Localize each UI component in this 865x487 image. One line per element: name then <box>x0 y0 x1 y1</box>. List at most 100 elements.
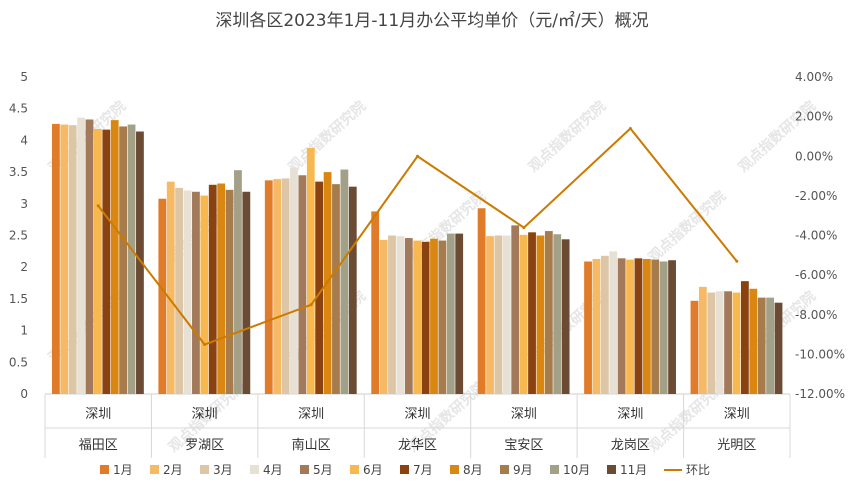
bar <box>136 131 144 394</box>
y2-tick-label: -10.00% <box>795 347 845 361</box>
bar <box>371 211 380 394</box>
bar <box>200 195 209 394</box>
bar <box>306 148 315 394</box>
mom-line-point <box>416 154 419 158</box>
bar <box>119 126 128 394</box>
bar <box>477 208 486 394</box>
bar <box>85 119 94 394</box>
bar <box>77 117 86 394</box>
bar <box>421 241 430 394</box>
bar <box>315 181 324 394</box>
legend-swatch <box>607 465 616 474</box>
bar <box>609 251 618 394</box>
watermark-text: 观点指数研究院 <box>525 98 609 176</box>
legend-swatch <box>150 465 159 474</box>
group-label: 深圳 <box>617 407 643 422</box>
bar <box>127 124 136 395</box>
bar <box>715 291 724 394</box>
bar <box>348 186 357 394</box>
legend-label: 10月 <box>563 463 590 477</box>
legend-label: 环比 <box>686 463 710 477</box>
legend-label: 8月 <box>463 463 483 477</box>
y-tick-label: 0.5 <box>9 355 28 369</box>
bar <box>158 198 167 394</box>
bar <box>234 170 242 394</box>
bar <box>68 125 77 395</box>
chart-title: 深圳各区2023年1月-11月办公平均单价（元/㎡/天）概况 <box>215 11 648 31</box>
bar <box>217 183 226 394</box>
bar <box>698 286 707 394</box>
y2-tick-label: -2.00% <box>795 189 837 203</box>
y-tick-label: 3 <box>20 197 28 211</box>
bar <box>651 259 660 394</box>
mom-line-point <box>628 127 632 130</box>
bar <box>332 184 340 394</box>
bar <box>273 179 282 394</box>
category-label: 罗湖区 <box>185 438 224 453</box>
mom-line-point <box>309 303 313 307</box>
bar <box>668 260 676 394</box>
bar <box>740 281 749 394</box>
y2-tick-label: 0.00% <box>795 149 833 163</box>
category-label: 宝安区 <box>504 438 543 453</box>
legend-label: 4月 <box>263 463 283 477</box>
category-label: 南山区 <box>292 437 331 453</box>
mom-line-point <box>96 204 100 208</box>
bar <box>379 239 388 394</box>
category-label: 龙华区 <box>398 438 437 453</box>
legend-label: 9月 <box>513 463 533 477</box>
y-tick-label: 2.5 <box>9 229 28 243</box>
bar <box>617 258 626 394</box>
y-tick-label: 1 <box>20 324 28 338</box>
bar <box>634 258 643 394</box>
legend-label: 2月 <box>163 463 183 477</box>
group-label: 深圳 <box>298 407 324 422</box>
group-label: 深圳 <box>192 407 218 422</box>
legend-label: 5月 <box>313 463 333 477</box>
bar <box>724 291 732 394</box>
legend-swatch <box>100 465 109 474</box>
y-tick-label: 0 <box>20 387 28 401</box>
bar <box>707 292 716 394</box>
group-label: 深圳 <box>511 407 537 422</box>
bar <box>600 255 609 394</box>
bar <box>626 259 634 394</box>
bar <box>502 235 511 394</box>
y2-tick-label: -12.00% <box>795 387 845 401</box>
mom-line-point <box>735 259 739 263</box>
legend-label: 11月 <box>620 463 647 477</box>
group-label: 深圳 <box>724 407 750 422</box>
bar <box>757 297 766 394</box>
bars <box>52 117 783 395</box>
bar <box>264 180 273 394</box>
legend-swatch <box>250 465 259 474</box>
bar <box>110 120 119 395</box>
bar <box>52 123 60 395</box>
bar <box>528 232 536 394</box>
bar <box>536 235 545 394</box>
bar <box>659 261 668 394</box>
bar <box>404 238 413 394</box>
bar <box>561 239 570 394</box>
legend-swatch <box>550 465 559 474</box>
bar <box>290 167 298 394</box>
bar <box>774 302 783 394</box>
bar <box>544 231 553 394</box>
y2-tick-label: -6.00% <box>795 268 837 282</box>
bar <box>102 129 111 394</box>
y-tick-label: 2 <box>20 260 28 274</box>
y-tick-label: 4 <box>20 133 28 147</box>
bar <box>60 124 69 395</box>
bar <box>446 233 455 394</box>
bar <box>388 235 396 394</box>
mom-line <box>96 127 739 346</box>
y-tick-label: 4.5 <box>9 102 28 116</box>
y2-tick-label: -4.00% <box>795 229 837 243</box>
category-label: 福田区 <box>79 438 118 453</box>
bar <box>430 238 438 394</box>
legend-swatch <box>300 465 309 474</box>
bar <box>281 178 290 394</box>
